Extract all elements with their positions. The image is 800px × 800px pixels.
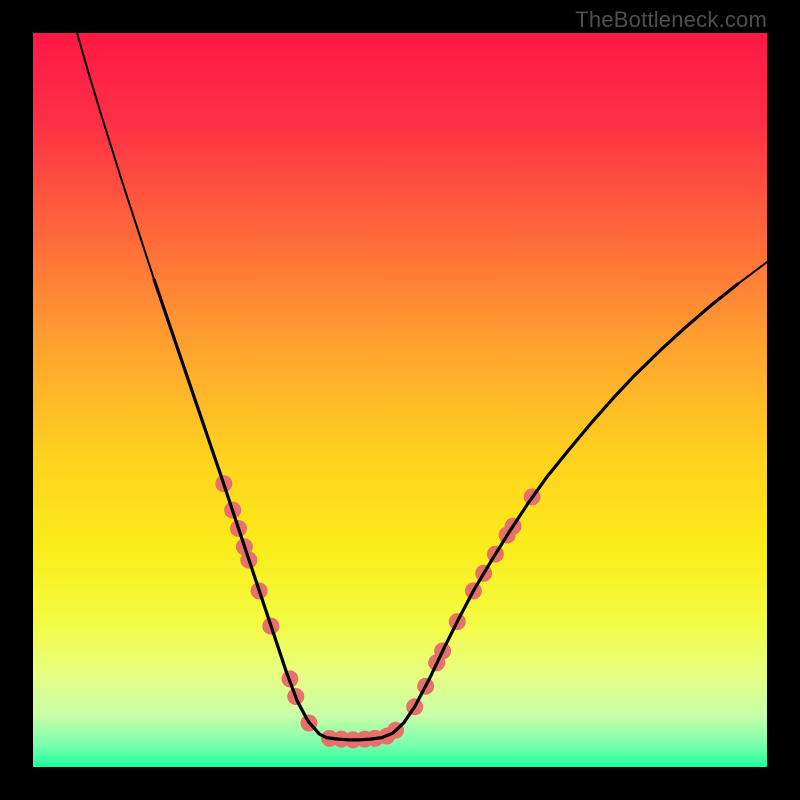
scatter-points [215, 475, 540, 748]
watermark-text: TheBottleneck.com [575, 7, 767, 33]
chart-svg [33, 33, 767, 767]
curve-thick [154, 280, 738, 740]
curve-thin [77, 33, 767, 740]
plot-area [33, 33, 767, 767]
